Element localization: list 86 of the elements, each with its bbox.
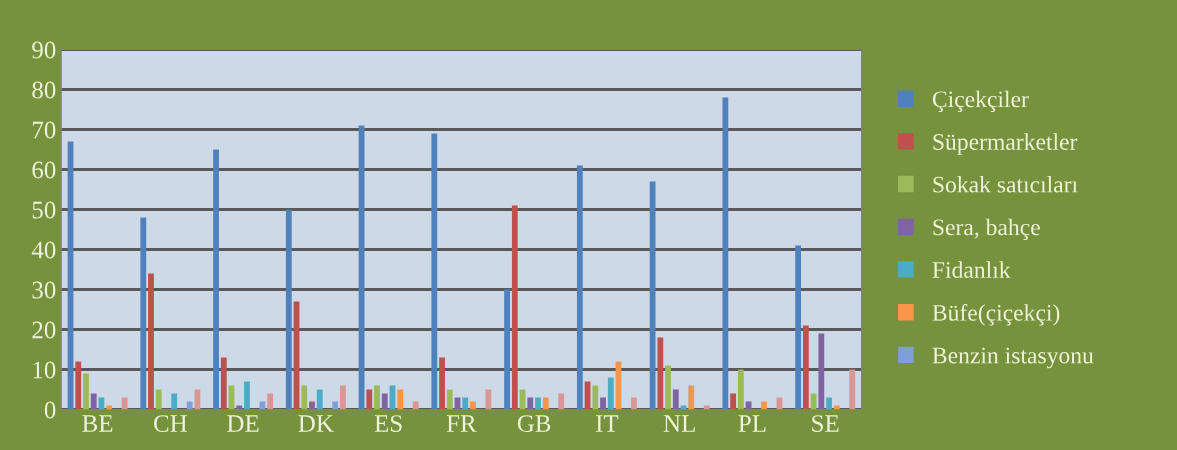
bar [535,397,541,410]
bar [688,385,695,410]
bar [171,393,178,410]
y-tick-label: 50 [32,201,56,219]
bar [309,401,315,410]
bar [761,401,767,410]
bar [802,325,809,410]
x-tick-label: FR [446,415,477,432]
bar [730,393,736,410]
y-tick-label: 70 [32,121,56,139]
bar [600,397,606,410]
bar [576,165,583,410]
y-tick-label: 20 [32,321,56,339]
x-tick-label: DK [298,415,334,432]
bar [340,385,346,410]
x-tick-label: NL [663,415,695,432]
bar [366,389,373,410]
bar [220,357,227,410]
bar [381,393,388,410]
bar [527,397,534,410]
legend-label: Çiçekçiler [932,90,1029,113]
bar [236,405,243,410]
bar [301,385,308,410]
y-tick-label: 10 [33,361,56,379]
bar [121,397,128,410]
y-tick-label: 90 [32,41,56,59]
x-tick-label: SE [812,415,839,432]
bar [267,393,274,410]
bar [412,401,419,410]
bar [462,397,469,410]
bar [155,389,162,410]
bar [665,365,671,410]
y-tick-label: 30 [32,281,56,299]
x-tick-label: IT [596,415,619,432]
x-tick-label: BE [82,415,113,432]
x-tick-label: PL [738,415,766,432]
bar [592,385,599,410]
bar [106,405,113,410]
y-tick-label: 40 [31,241,56,259]
bar [397,389,404,410]
bar [722,97,729,410]
bar [631,397,637,410]
bar [83,373,89,410]
bar [75,361,82,410]
x-tick-label: CH [154,415,187,432]
bar [558,393,565,410]
bar [849,369,856,410]
legend-label: Büfe(çiçekçi) [932,303,1060,326]
bar [826,397,832,410]
legend-label: Benzin istasyonu [932,347,1094,369]
bar [649,181,656,410]
legend-label: Sokak satıcıları [933,175,1078,193]
bar [140,217,147,410]
bar [316,389,323,410]
bar [148,273,154,410]
bar [332,401,339,410]
bar [439,357,445,410]
bar [818,333,825,410]
bar [446,389,453,410]
bar [285,209,292,410]
bar [504,289,510,410]
bar [213,149,219,410]
legend-label: Fidanlık [932,261,1011,278]
y-tick-label: 0 [44,401,56,419]
bar [737,369,744,410]
bar [607,377,614,410]
bar [542,397,549,410]
bar [374,385,380,410]
bar [470,401,476,410]
bar [244,381,250,410]
bar [186,401,193,410]
bar [672,389,679,410]
bar [703,405,710,410]
x-tick-label: ES [374,415,402,432]
legend-label: Sera, bahçe [933,218,1040,241]
y-tick-label: 80 [32,81,56,99]
bar [795,245,802,410]
bar [90,393,97,410]
bar [833,405,840,410]
y-tick-label: 60 [32,161,56,179]
bar [657,337,664,410]
x-tick-label: DE [227,415,259,432]
x-tick-label: GB [517,415,551,432]
bar [511,205,518,410]
bar [431,133,438,410]
legend-label: Süpermarketler [933,133,1078,155]
